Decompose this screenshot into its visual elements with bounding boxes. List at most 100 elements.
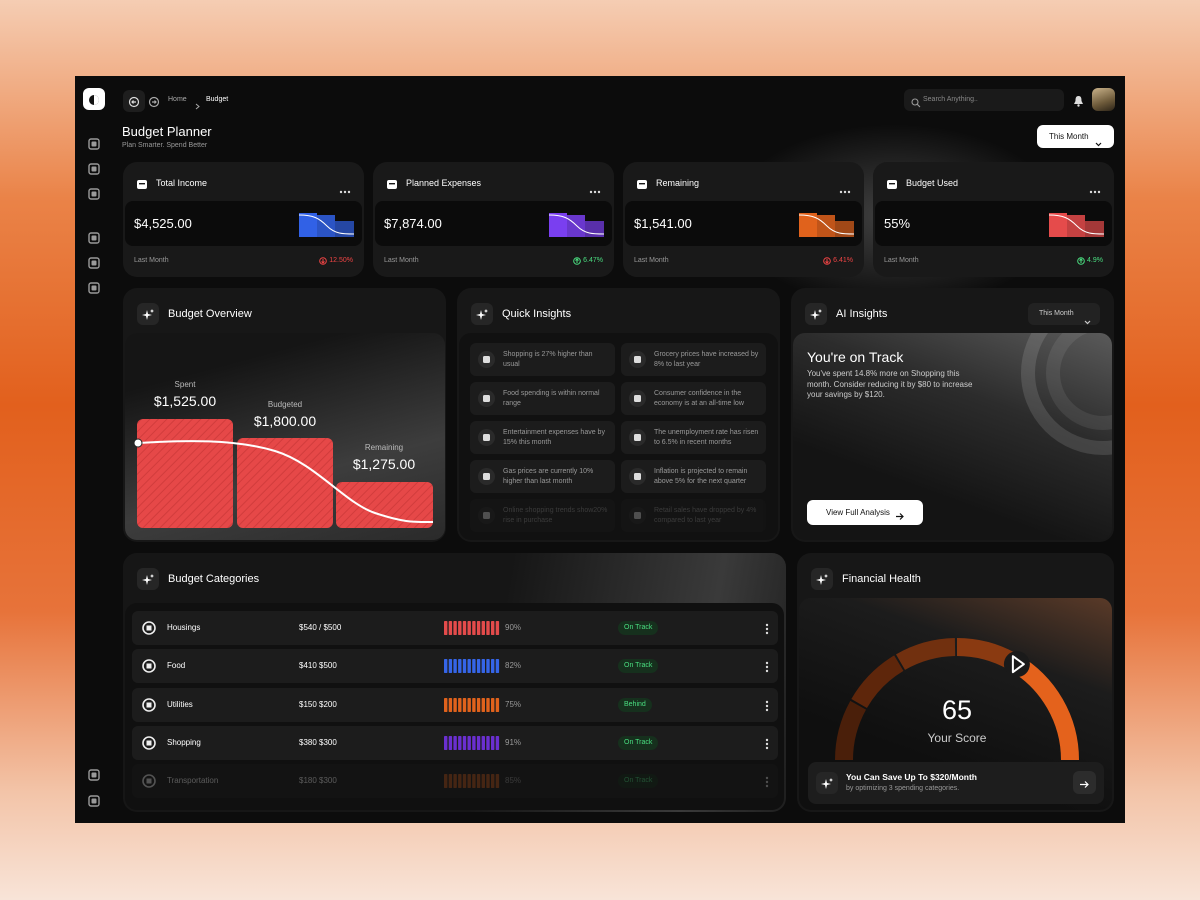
icon-part — [319, 257, 328, 265]
icon-part — [444, 659, 448, 674]
icon-part — [476, 735, 481, 750]
icon-part — [91, 166, 97, 172]
status-pill: On Track — [618, 621, 659, 635]
icon-part — [139, 183, 145, 185]
search-box[interactable]: Search Anything.. — [904, 89, 1064, 111]
icon-part — [847, 190, 851, 194]
icon-part — [88, 138, 100, 150]
category-amount: $410 $500 — [299, 661, 337, 671]
icon-part — [91, 260, 97, 266]
arrow-icon — [895, 508, 905, 520]
icon-part — [491, 774, 495, 789]
icon-part — [491, 697, 495, 712]
row-menu — [765, 737, 769, 750]
icon-part — [821, 778, 833, 789]
sparkle-icon-svg — [142, 574, 154, 585]
card-title: Planned Expenses — [406, 178, 482, 188]
icon-part — [765, 631, 769, 635]
period-select[interactable]: This Month — [1028, 303, 1100, 325]
overview-bar — [336, 482, 433, 528]
icon-part — [765, 776, 769, 780]
icon-part — [458, 774, 462, 789]
icon-part — [478, 507, 495, 524]
nav-icon — [88, 768, 100, 781]
icon-part — [448, 774, 453, 789]
icon-part — [593, 190, 597, 194]
arrow-icon-svg — [1080, 781, 1089, 788]
insight-icon-svg — [478, 507, 495, 524]
icon-part — [765, 704, 769, 707]
trend-icon — [823, 257, 831, 265]
period-label: This Month — [1049, 132, 1089, 141]
ai-card: You're on Track You've spent 14.8% more o… — [793, 291, 1114, 540]
card-icon — [886, 177, 898, 189]
arrow-icon — [1079, 777, 1090, 788]
progress-bar-svg — [444, 774, 500, 789]
icon-part — [467, 659, 471, 674]
back-icon-svg — [128, 96, 140, 108]
insight-icon-svg — [478, 390, 495, 407]
insight-icon-svg — [629, 468, 646, 485]
icon-part — [347, 190, 351, 194]
icon-part — [817, 215, 835, 237]
icon-part — [481, 697, 485, 712]
icon-part — [448, 697, 453, 712]
insight-text: Retail sales have dropped by 4% compared… — [654, 507, 757, 524]
icon-part — [458, 735, 462, 750]
insight-text: Entertainment expenses have by 15% this … — [503, 429, 605, 446]
trend-icon-svg — [573, 257, 581, 265]
nav-icon — [88, 187, 100, 200]
icon-part — [634, 473, 641, 480]
sparkle-icon-svg — [476, 309, 488, 320]
icon-part — [142, 621, 156, 635]
panel: Total Income $4,525.00 Last Month 12.50% — [123, 162, 364, 277]
icon-part — [549, 213, 567, 237]
icon-part — [896, 513, 904, 520]
period-select[interactable]: This Month — [1037, 125, 1114, 148]
icon-part — [835, 221, 854, 237]
bar-label: Remaining — [364, 443, 404, 452]
insight-text: Grocery prices have increased by 8% to l… — [654, 351, 759, 368]
icon-part — [1008, 654, 1079, 761]
icon-part — [152, 100, 157, 104]
category-name: Food — [167, 661, 186, 671]
nav-icon-svg — [88, 138, 100, 150]
progress-bar-svg — [444, 735, 500, 750]
breadcrumb-current: Budget — [206, 96, 229, 103]
card-amount: $4,525.00 — [134, 216, 192, 231]
icon-part — [148, 96, 160, 108]
icon-part — [91, 285, 97, 291]
breadcrumb-link[interactable]: Home — [168, 96, 187, 103]
icon-part — [765, 780, 769, 784]
icon-part — [548, 214, 605, 235]
panel-title: AI Insights — [836, 308, 888, 320]
category-icon — [142, 621, 156, 635]
icon-part — [299, 213, 317, 237]
category-amount: $380 $300 — [299, 737, 337, 747]
insight-icon — [629, 351, 646, 368]
icon-part — [1049, 213, 1067, 237]
card-change: 6.47% — [573, 257, 603, 265]
icon-part — [1074, 96, 1083, 104]
icon-part — [91, 141, 97, 147]
insight-text: Shopping is 27% higher than usual — [503, 351, 593, 368]
icon-part — [444, 774, 448, 789]
icon-box — [816, 772, 838, 794]
sparkle-icon — [142, 308, 154, 320]
overview-bar — [237, 438, 333, 528]
icon-part — [387, 180, 397, 189]
icon-part — [483, 473, 490, 480]
progress-bar — [444, 697, 501, 712]
icon-part — [916, 103, 921, 108]
icon-part — [462, 735, 467, 750]
category-name: Shopping — [167, 737, 201, 747]
status-pill: On Track — [618, 774, 659, 789]
icon-part — [887, 180, 897, 189]
back-button[interactable] — [123, 90, 145, 112]
avatar[interactable] — [1092, 88, 1115, 111]
icon-part — [765, 746, 769, 750]
tip-button[interactable] — [1073, 771, 1096, 794]
icon-part — [765, 627, 769, 631]
analysis-button[interactable]: View Full Analysis — [807, 500, 923, 525]
icon-part — [585, 221, 604, 237]
